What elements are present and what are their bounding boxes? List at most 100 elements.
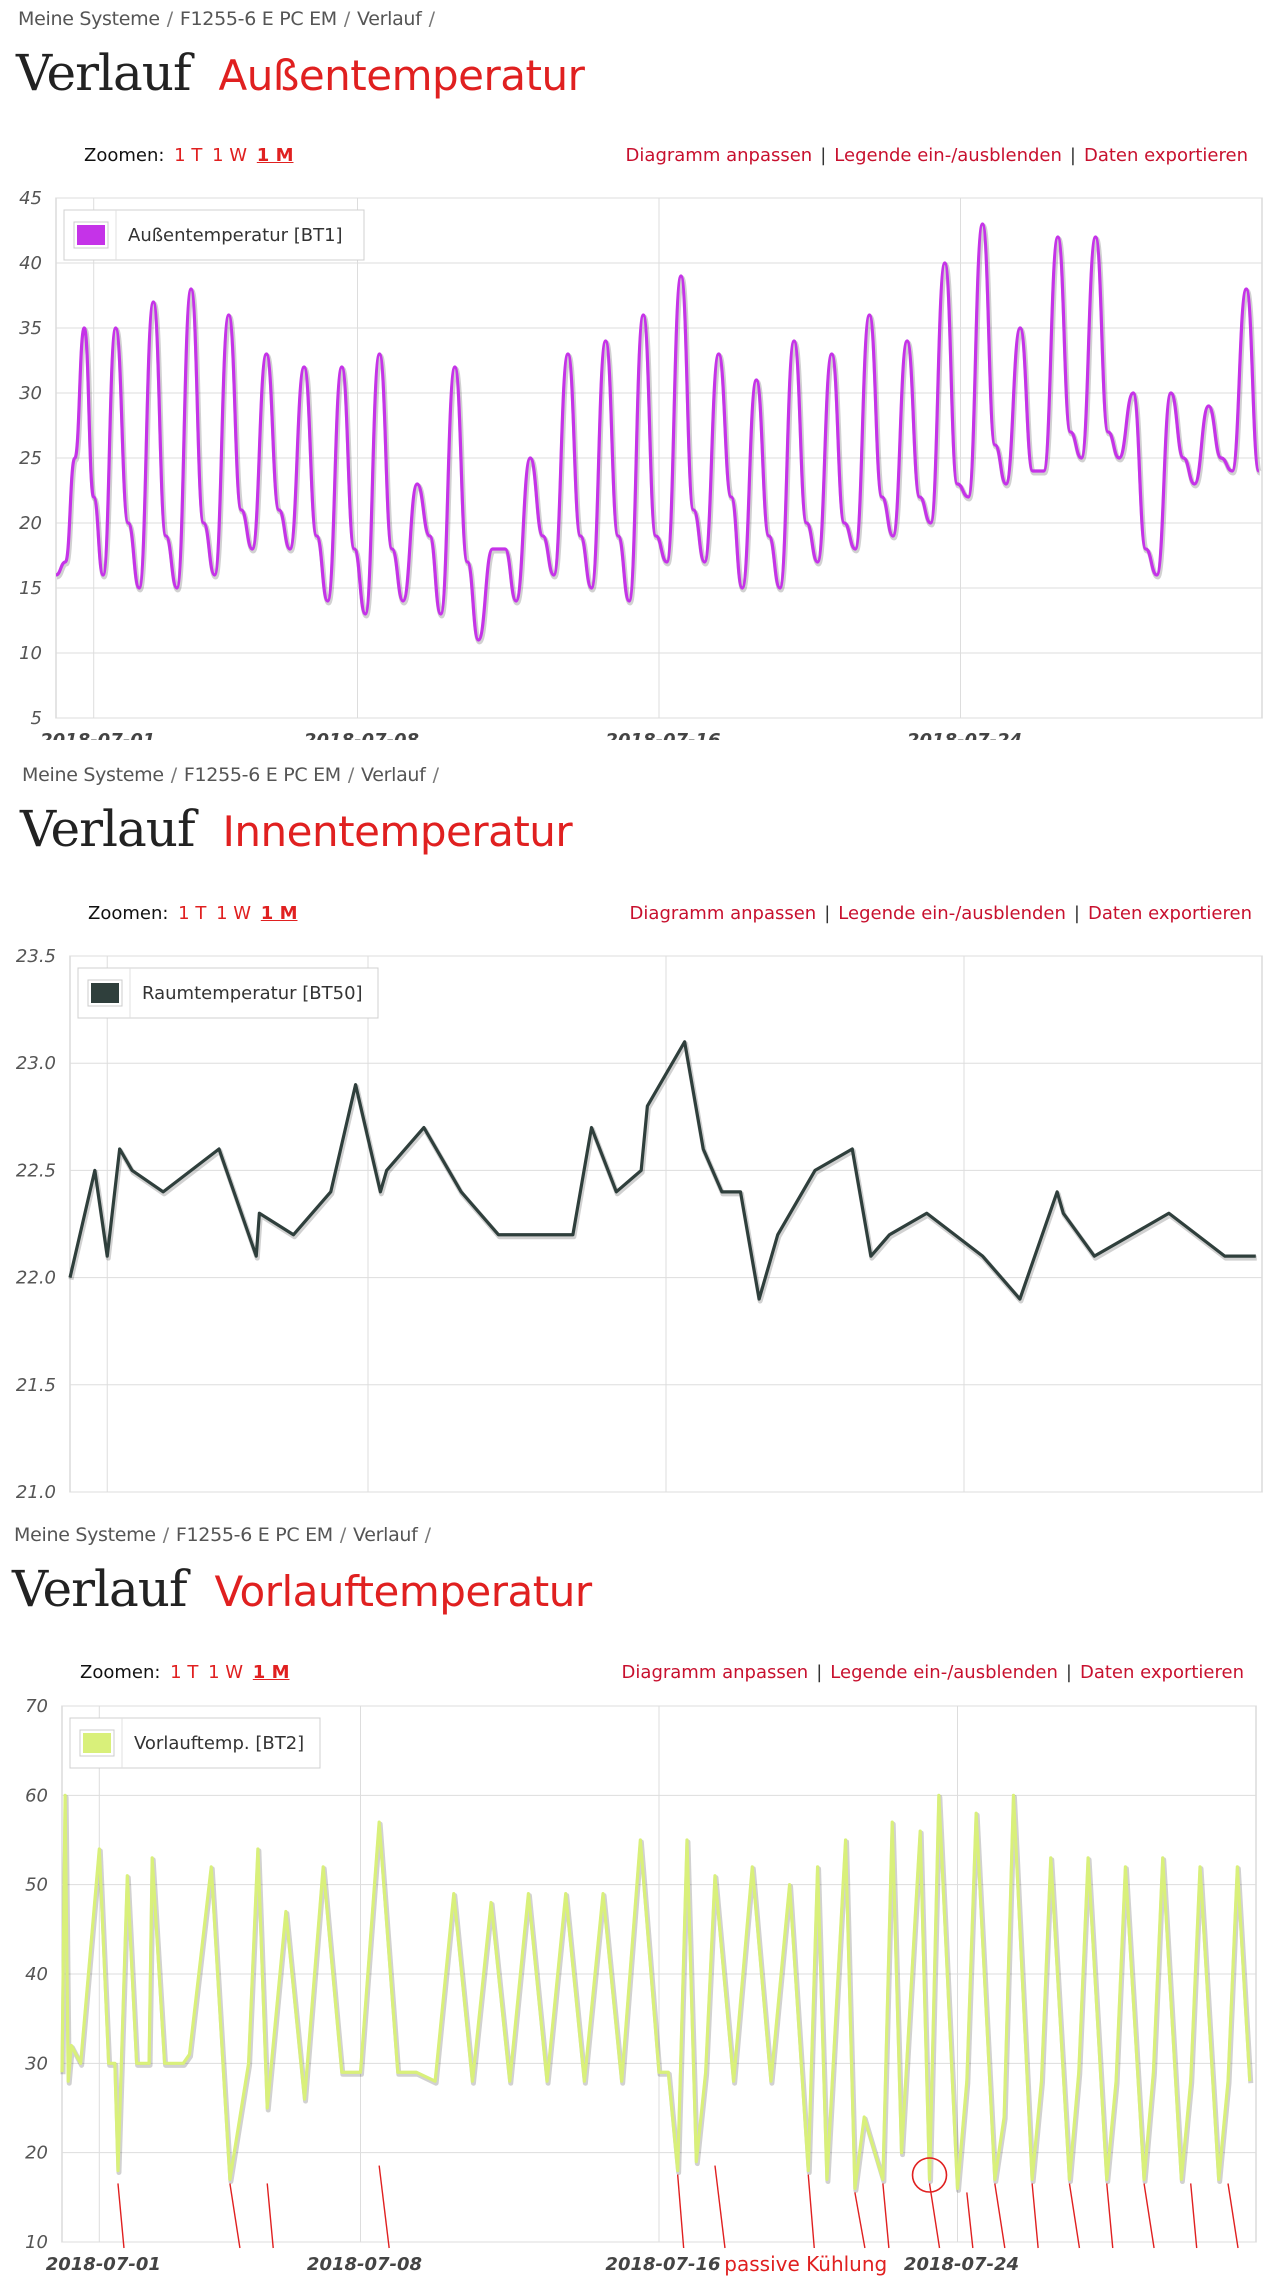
y-tick-label: 25: [19, 448, 42, 469]
x-tick-label: 2018-07-16: [605, 2254, 720, 2275]
legend[interactable]: Außentemperatur [BT1]: [63, 209, 365, 261]
adjust-chart-link[interactable]: Diagramm anpassen: [629, 903, 817, 924]
series-line[interactable]: [55, 222, 1261, 642]
y-tick-label: 10: [19, 643, 42, 664]
breadcrumb-separator: /: [428, 8, 435, 30]
adjust-chart-link[interactable]: Diagramm anpassen: [621, 1662, 809, 1683]
x-tick-label: 2018-07-08: [307, 2254, 422, 2275]
chart-toolbar: Zoomen: 1 T 1 W 1 M Diagramm anpassen | Le…: [0, 145, 1280, 175]
y-tick-label: 45: [19, 188, 42, 209]
breadcrumb-item[interactable]: Verlauf: [352, 1524, 418, 1546]
legend[interactable]: Raumtemperatur [BT50]: [77, 967, 379, 1019]
x-tick-label: 2018-07-01: [40, 730, 155, 740]
y-tick-label: 23.5: [16, 946, 56, 967]
title-main: Verlauf: [16, 44, 192, 102]
breadcrumb-item[interactable]: Verlauf: [356, 8, 422, 30]
y-tick-label: 21.0: [16, 1482, 56, 1498]
breadcrumb-item[interactable]: F1255-6 E PC EM: [183, 764, 341, 786]
y-tick-label: 10: [25, 2232, 48, 2253]
annotation-line: [854, 2192, 866, 2249]
y-tick-label: 21.5: [16, 1375, 56, 1396]
legend-swatch: [77, 225, 105, 245]
chart-toolbar: Zoomen: 1 T 1 W 1 M Diagramm anpassen | Le…: [0, 1662, 1280, 1692]
legend-box: [63, 209, 365, 261]
breadcrumb-separator: /: [170, 764, 177, 786]
zoom-1w[interactable]: 1 W: [208, 1662, 244, 1683]
series-line[interactable]: [60, 1793, 1252, 2190]
zoom-label: Zoomen:: [84, 145, 165, 166]
y-tick-label: 40: [25, 1964, 48, 1985]
series-line[interactable]: [68, 1040, 1256, 1301]
y-tick-label: 30: [19, 383, 42, 404]
zoom-1m[interactable]: 1 M: [260, 903, 298, 924]
y-tick-label: 35: [19, 318, 42, 339]
annotation-line: [1068, 2183, 1081, 2249]
x-tick-label: 2018-07-24: [904, 2254, 1019, 2275]
x-tick-label: 2018-07-01: [46, 2254, 161, 2275]
action-separator: |: [1073, 903, 1080, 924]
zoom-1w[interactable]: 1 W: [216, 903, 252, 924]
breadcrumb: Meine Systeme / F1255-6 E PC EM / Verlauf /: [22, 764, 446, 786]
annotation-line: [1031, 2183, 1039, 2249]
x-tick-label: 2018-07-24: [907, 730, 1022, 740]
breadcrumb-item[interactable]: Meine Systeme: [22, 764, 164, 786]
legend-toggle-link[interactable]: Legende ein-/ausblenden: [838, 903, 1066, 924]
zoom-controls: Zoomen: 1 T 1 W 1 M: [84, 145, 294, 166]
y-tick-label: 70: [25, 1696, 48, 1717]
annotation-line: [117, 2183, 125, 2249]
title-subtitle: Innentemperatur: [222, 807, 573, 856]
annotation-line: [807, 2174, 815, 2249]
y-tick-label: 22.0: [16, 1268, 56, 1289]
export-data-link[interactable]: Daten exportieren: [1083, 145, 1248, 166]
chart-flow[interactable]: 10 20 30 40 50 60 70 2018-07-01 2018-07-08 2018-0…: [0, 1696, 1280, 2286]
action-separator: |: [820, 145, 827, 166]
annotation-line: [1143, 2183, 1155, 2249]
breadcrumb-item[interactable]: Verlauf: [360, 764, 426, 786]
legend[interactable]: Vorlauftemp. [BT2]: [69, 1717, 321, 1769]
zoom-1t[interactable]: 1 T: [174, 145, 203, 166]
annotation-line: [714, 2165, 726, 2249]
breadcrumb-item[interactable]: F1255-6 E PC EM: [179, 8, 337, 30]
breadcrumb-separator: /: [424, 1524, 431, 1546]
page-title: Verlauf Innentemperatur: [20, 800, 573, 870]
annotation-line: [229, 2183, 241, 2249]
legend-toggle-link[interactable]: Legende ein-/ausblenden: [834, 145, 1062, 166]
y-tick-label: 5: [31, 708, 42, 729]
export-data-link[interactable]: Daten exportieren: [1079, 1662, 1244, 1683]
legend-toggle-link[interactable]: Legende ein-/ausblenden: [830, 1662, 1058, 1683]
chart-outdoor[interactable]: 5 10 15 20 25 30 35 40 45 2018-07-01 2018-07-08 201…: [0, 180, 1280, 740]
zoom-1t[interactable]: 1 T: [170, 1662, 199, 1683]
zoom-label: Zoomen:: [80, 1662, 161, 1683]
annotation-line: [266, 2183, 274, 2249]
annotation-line: [1227, 2183, 1239, 2249]
adjust-chart-link[interactable]: Diagramm anpassen: [625, 145, 813, 166]
zoom-controls: Zoomen: 1 T 1 W 1 M: [88, 903, 298, 924]
zoom-1t[interactable]: 1 T: [178, 903, 207, 924]
breadcrumb-separator: /: [343, 8, 350, 30]
breadcrumb-item[interactable]: Meine Systeme: [14, 1524, 156, 1546]
section-flow: Meine Systeme / F1255-6 E PC EM / Verlauf / V…: [0, 1520, 1280, 2291]
legend-label: Vorlauftemp. [BT2]: [134, 1733, 304, 1754]
y-tick-label: 15: [19, 578, 42, 599]
breadcrumb-separator: /: [339, 1524, 346, 1546]
zoom-1m[interactable]: 1 M: [256, 145, 294, 166]
annotation-line: [928, 2183, 941, 2249]
chart-actions: Diagramm anpassen | Legende ein-/ausblende…: [622, 1662, 1244, 1683]
annotation-line: [1190, 2183, 1198, 2249]
breadcrumb-separator: /: [347, 764, 354, 786]
title-main: Verlauf: [12, 1560, 188, 1618]
zoom-controls: Zoomen: 1 T 1 W 1 M: [80, 1662, 290, 1683]
breadcrumb-item[interactable]: F1255-6 E PC EM: [175, 1524, 333, 1546]
chart-indoor[interactable]: 21.021.522.022.523.023.52018-07-012018-0…: [0, 938, 1280, 1498]
y-tick-label: 20: [19, 513, 42, 534]
zoom-1w[interactable]: 1 W: [212, 145, 248, 166]
export-data-link[interactable]: Daten exportieren: [1087, 903, 1252, 924]
annotation-circle: [911, 2157, 948, 2193]
chart-actions: Diagramm anpassen | Legende ein-/ausblende…: [630, 903, 1252, 924]
y-tick-label: 30: [25, 2053, 48, 2074]
breadcrumb-item[interactable]: Meine Systeme: [18, 8, 160, 30]
y-tick-label: 50: [25, 1875, 48, 1896]
zoom-1m[interactable]: 1 M: [252, 1662, 290, 1683]
action-separator: |: [1065, 1662, 1072, 1683]
annotation-line: [1106, 2183, 1114, 2249]
